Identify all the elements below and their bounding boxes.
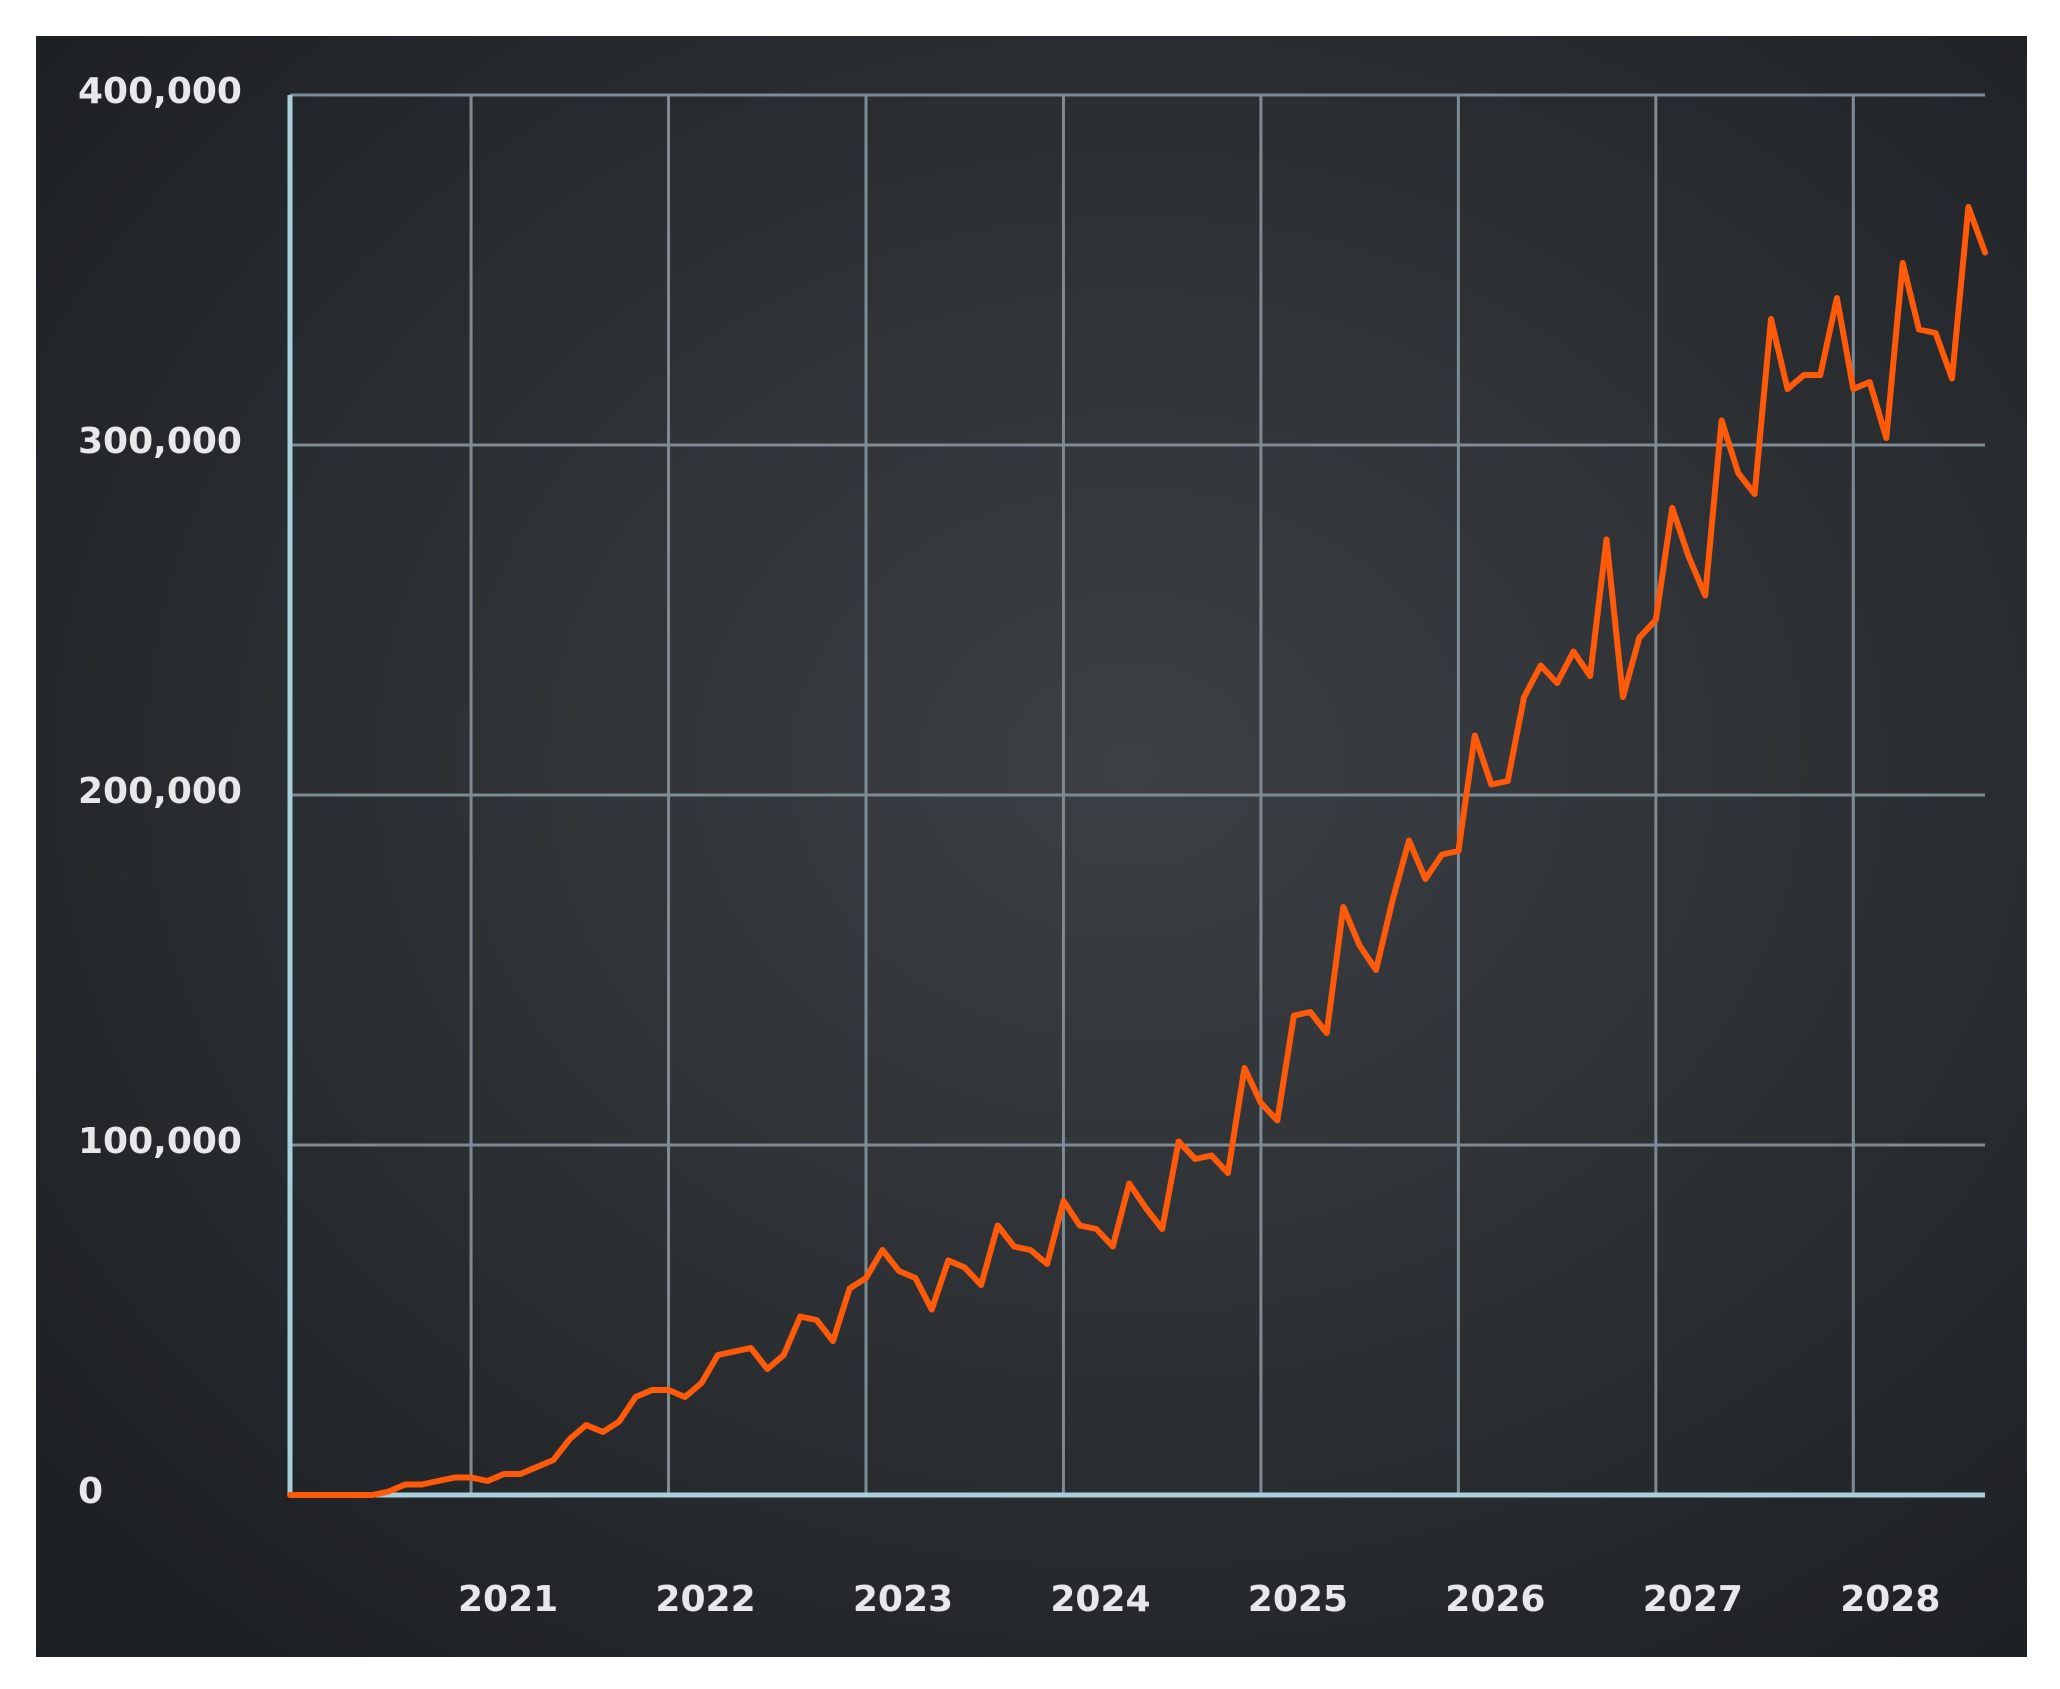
y-tick-label: 300,000 [78,421,242,462]
x-tick-label: 2027 [1643,1579,1743,1620]
x-tick-label: 2026 [1445,1579,1545,1620]
y-tick-label: 100,000 [78,1121,242,1162]
panel [36,36,2027,1657]
y-tick-label: 400,000 [78,71,242,112]
x-tick-label: 2022 [655,1579,755,1620]
x-tick-label: 2023 [853,1579,953,1620]
y-tick-label: 0 [78,1471,103,1512]
x-tick-label: 2021 [458,1579,558,1620]
x-tick-label: 2025 [1248,1579,1348,1620]
x-tick-label: 2024 [1050,1579,1150,1620]
y-tick-label: 200,000 [78,771,242,812]
x-tick-label: 2028 [1840,1579,1940,1620]
line [287,204,1988,1498]
